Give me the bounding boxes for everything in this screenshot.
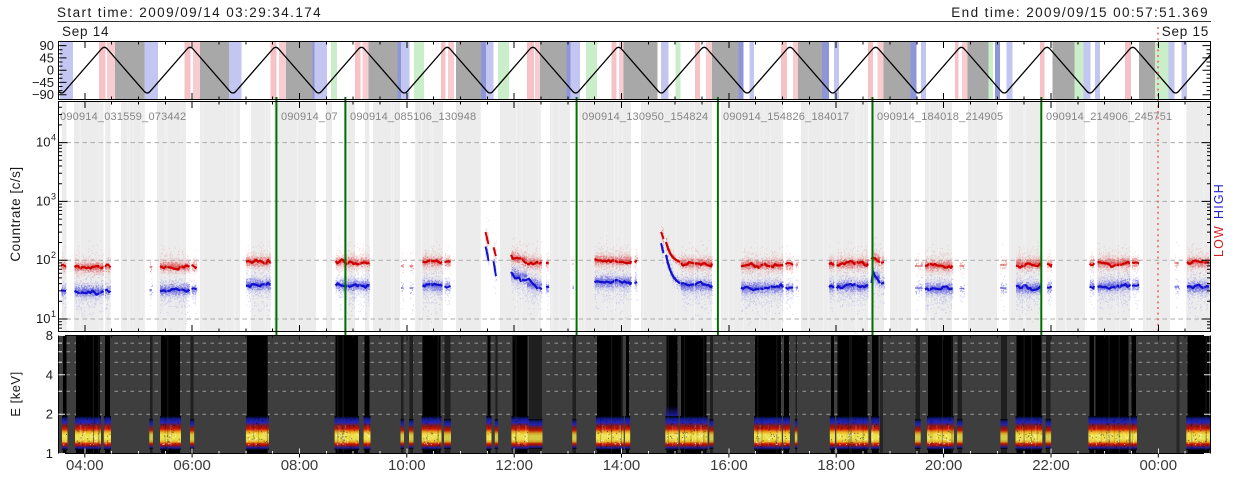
- svg-text:10:00: 10:00: [388, 457, 426, 474]
- svg-text:−90: −90: [32, 87, 54, 102]
- svg-text:08:00: 08:00: [281, 457, 319, 474]
- svg-text:10: 10: [36, 311, 50, 326]
- svg-text:3: 3: [51, 191, 56, 201]
- svg-text:E [keV]: E [keV]: [8, 371, 23, 416]
- svg-text:End time: 2009/09/15 00:57:51.: End time: 2009/09/15 00:57:51.369: [951, 5, 1209, 20]
- svg-text:04:00: 04:00: [66, 457, 104, 474]
- svg-text:4: 4: [46, 367, 53, 382]
- svg-text:Sep 15: Sep 15: [1162, 24, 1209, 39]
- svg-text:00:00: 00:00: [1140, 457, 1178, 474]
- svg-text:22:00: 22:00: [1032, 457, 1070, 474]
- svg-text:45: 45: [40, 50, 54, 65]
- svg-text:−45: −45: [32, 75, 54, 90]
- svg-text:10: 10: [36, 135, 50, 150]
- svg-text:090914_085106_130948: 090914_085106_130948: [350, 111, 476, 123]
- svg-text:090914_154826_184017: 090914_154826_184017: [723, 111, 849, 123]
- svg-text:16:00: 16:00: [710, 457, 748, 474]
- svg-text:2: 2: [51, 250, 56, 260]
- svg-text:14:00: 14:00: [603, 457, 641, 474]
- svg-text:20:00: 20:00: [925, 457, 963, 474]
- svg-text:Countrate [c/s]: Countrate [c/s]: [8, 166, 23, 261]
- svg-text:1: 1: [46, 446, 53, 461]
- svg-text:10: 10: [36, 193, 50, 208]
- svg-text:HIGH: HIGH: [1212, 183, 1226, 219]
- svg-text:LOW: LOW: [1212, 225, 1226, 257]
- svg-text:090914_184018_214905: 090914_184018_214905: [877, 111, 1003, 123]
- svg-text:06:00: 06:00: [173, 457, 211, 474]
- svg-text:Sep 14: Sep 14: [62, 24, 109, 39]
- svg-text:2: 2: [46, 407, 53, 422]
- svg-text:Start time: 2009/09/14 03:29:3: Start time: 2009/09/14 03:29:34.174: [57, 5, 322, 20]
- svg-text:12:00: 12:00: [495, 457, 533, 474]
- svg-text:0: 0: [47, 63, 54, 78]
- svg-text:090914_130950_154824: 090914_130950_154824: [582, 111, 708, 123]
- svg-text:4: 4: [51, 133, 56, 143]
- svg-text:090914_07: 090914_07: [281, 111, 338, 123]
- svg-text:090914_031559_073442: 090914_031559_073442: [60, 111, 186, 123]
- svg-text:10: 10: [36, 252, 50, 267]
- svg-text:1: 1: [51, 309, 56, 319]
- svg-text:090914_214906_245751: 090914_214906_245751: [1046, 111, 1172, 123]
- svg-text:8: 8: [46, 328, 53, 343]
- svg-text:90: 90: [40, 38, 54, 53]
- svg-text:18:00: 18:00: [817, 457, 855, 474]
